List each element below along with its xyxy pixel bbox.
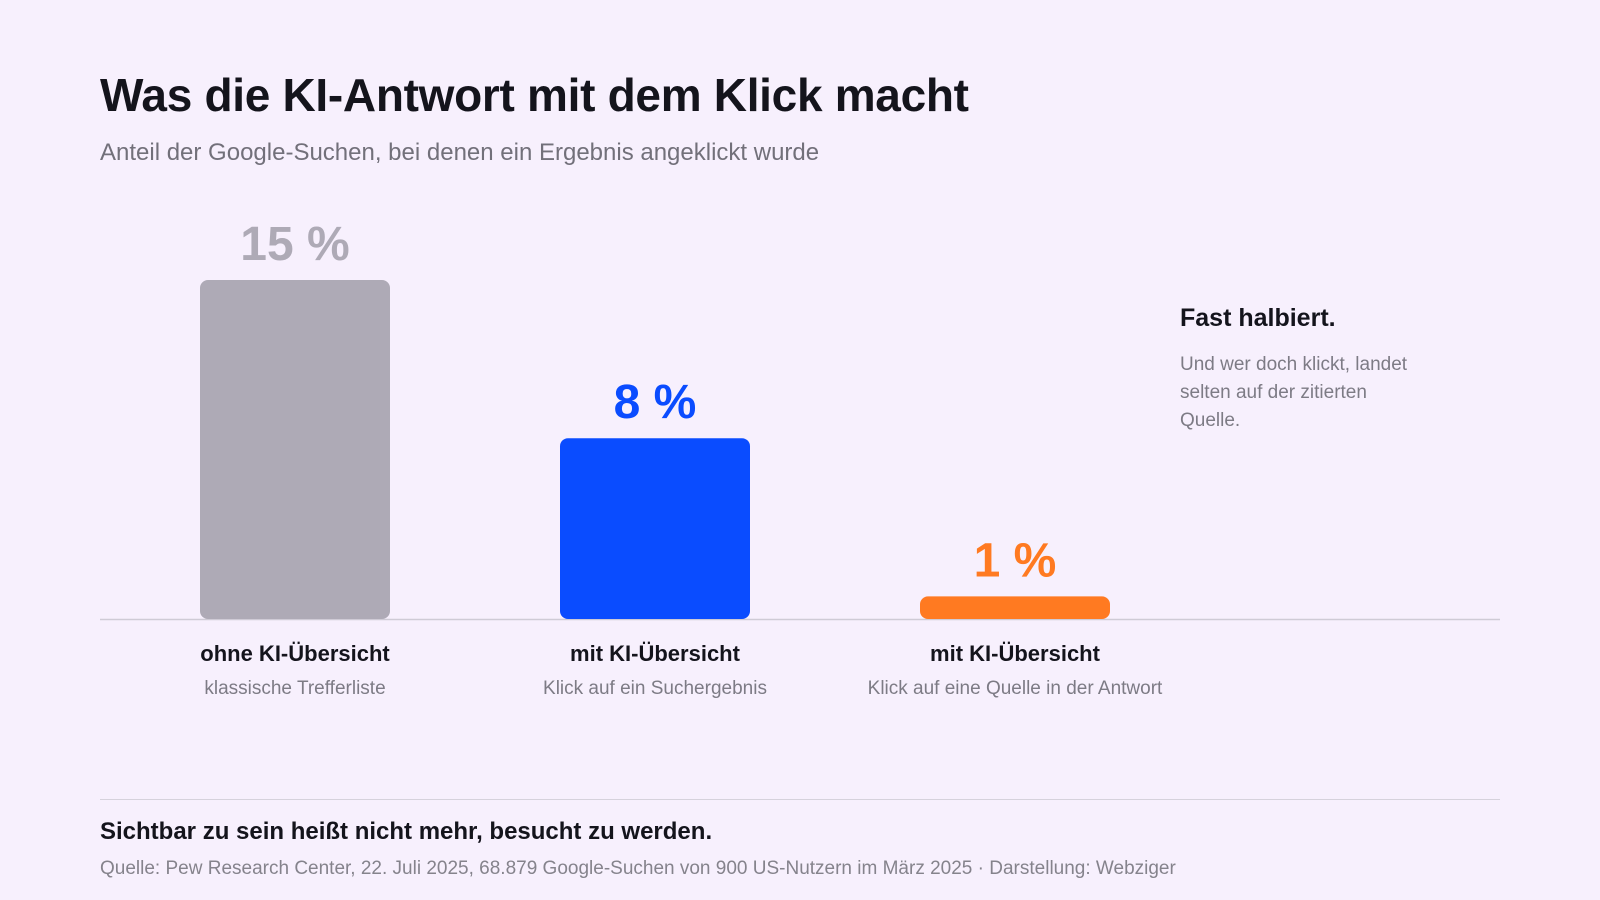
category-label-1: ohne KI-Übersicht xyxy=(200,641,390,666)
category-label-3: mit KI-Übersicht xyxy=(930,641,1101,666)
chart-subtitle: Anteil der Google-Suchen, bei denen ein … xyxy=(100,139,820,166)
value-label-1: 15 % xyxy=(240,218,349,271)
footer-divider xyxy=(100,799,1500,800)
takeaway-text: Sichtbar zu sein heißt nicht mehr, besuc… xyxy=(100,818,713,845)
bar-chart: 15 % ohne KI-Übersicht klassische Trefferl… xyxy=(100,218,1500,699)
category-sublabel-3: Klick auf eine Quelle in der Antwort xyxy=(868,678,1163,699)
category-sublabel-1: klassische Trefferliste xyxy=(204,678,385,699)
value-label-2: 8 % xyxy=(614,376,697,429)
category-label-2: mit KI-Übersicht xyxy=(570,641,741,666)
value-label-3: 1 % xyxy=(974,534,1057,587)
bar-1 xyxy=(200,280,390,619)
bar-2 xyxy=(560,438,750,619)
bar-3 xyxy=(920,596,1110,619)
chart-title: Was die KI-Antwort mit dem Klick macht xyxy=(100,69,969,121)
annotation-title: Fast halbiert. xyxy=(1180,304,1336,332)
category-sublabel-2: Klick auf ein Suchergebnis xyxy=(543,678,767,699)
annotation-text: Und wer doch klickt, landet selten auf d… xyxy=(1180,354,1408,431)
source-note: Quelle: Pew Research Center, 22. Juli 20… xyxy=(100,858,1176,879)
